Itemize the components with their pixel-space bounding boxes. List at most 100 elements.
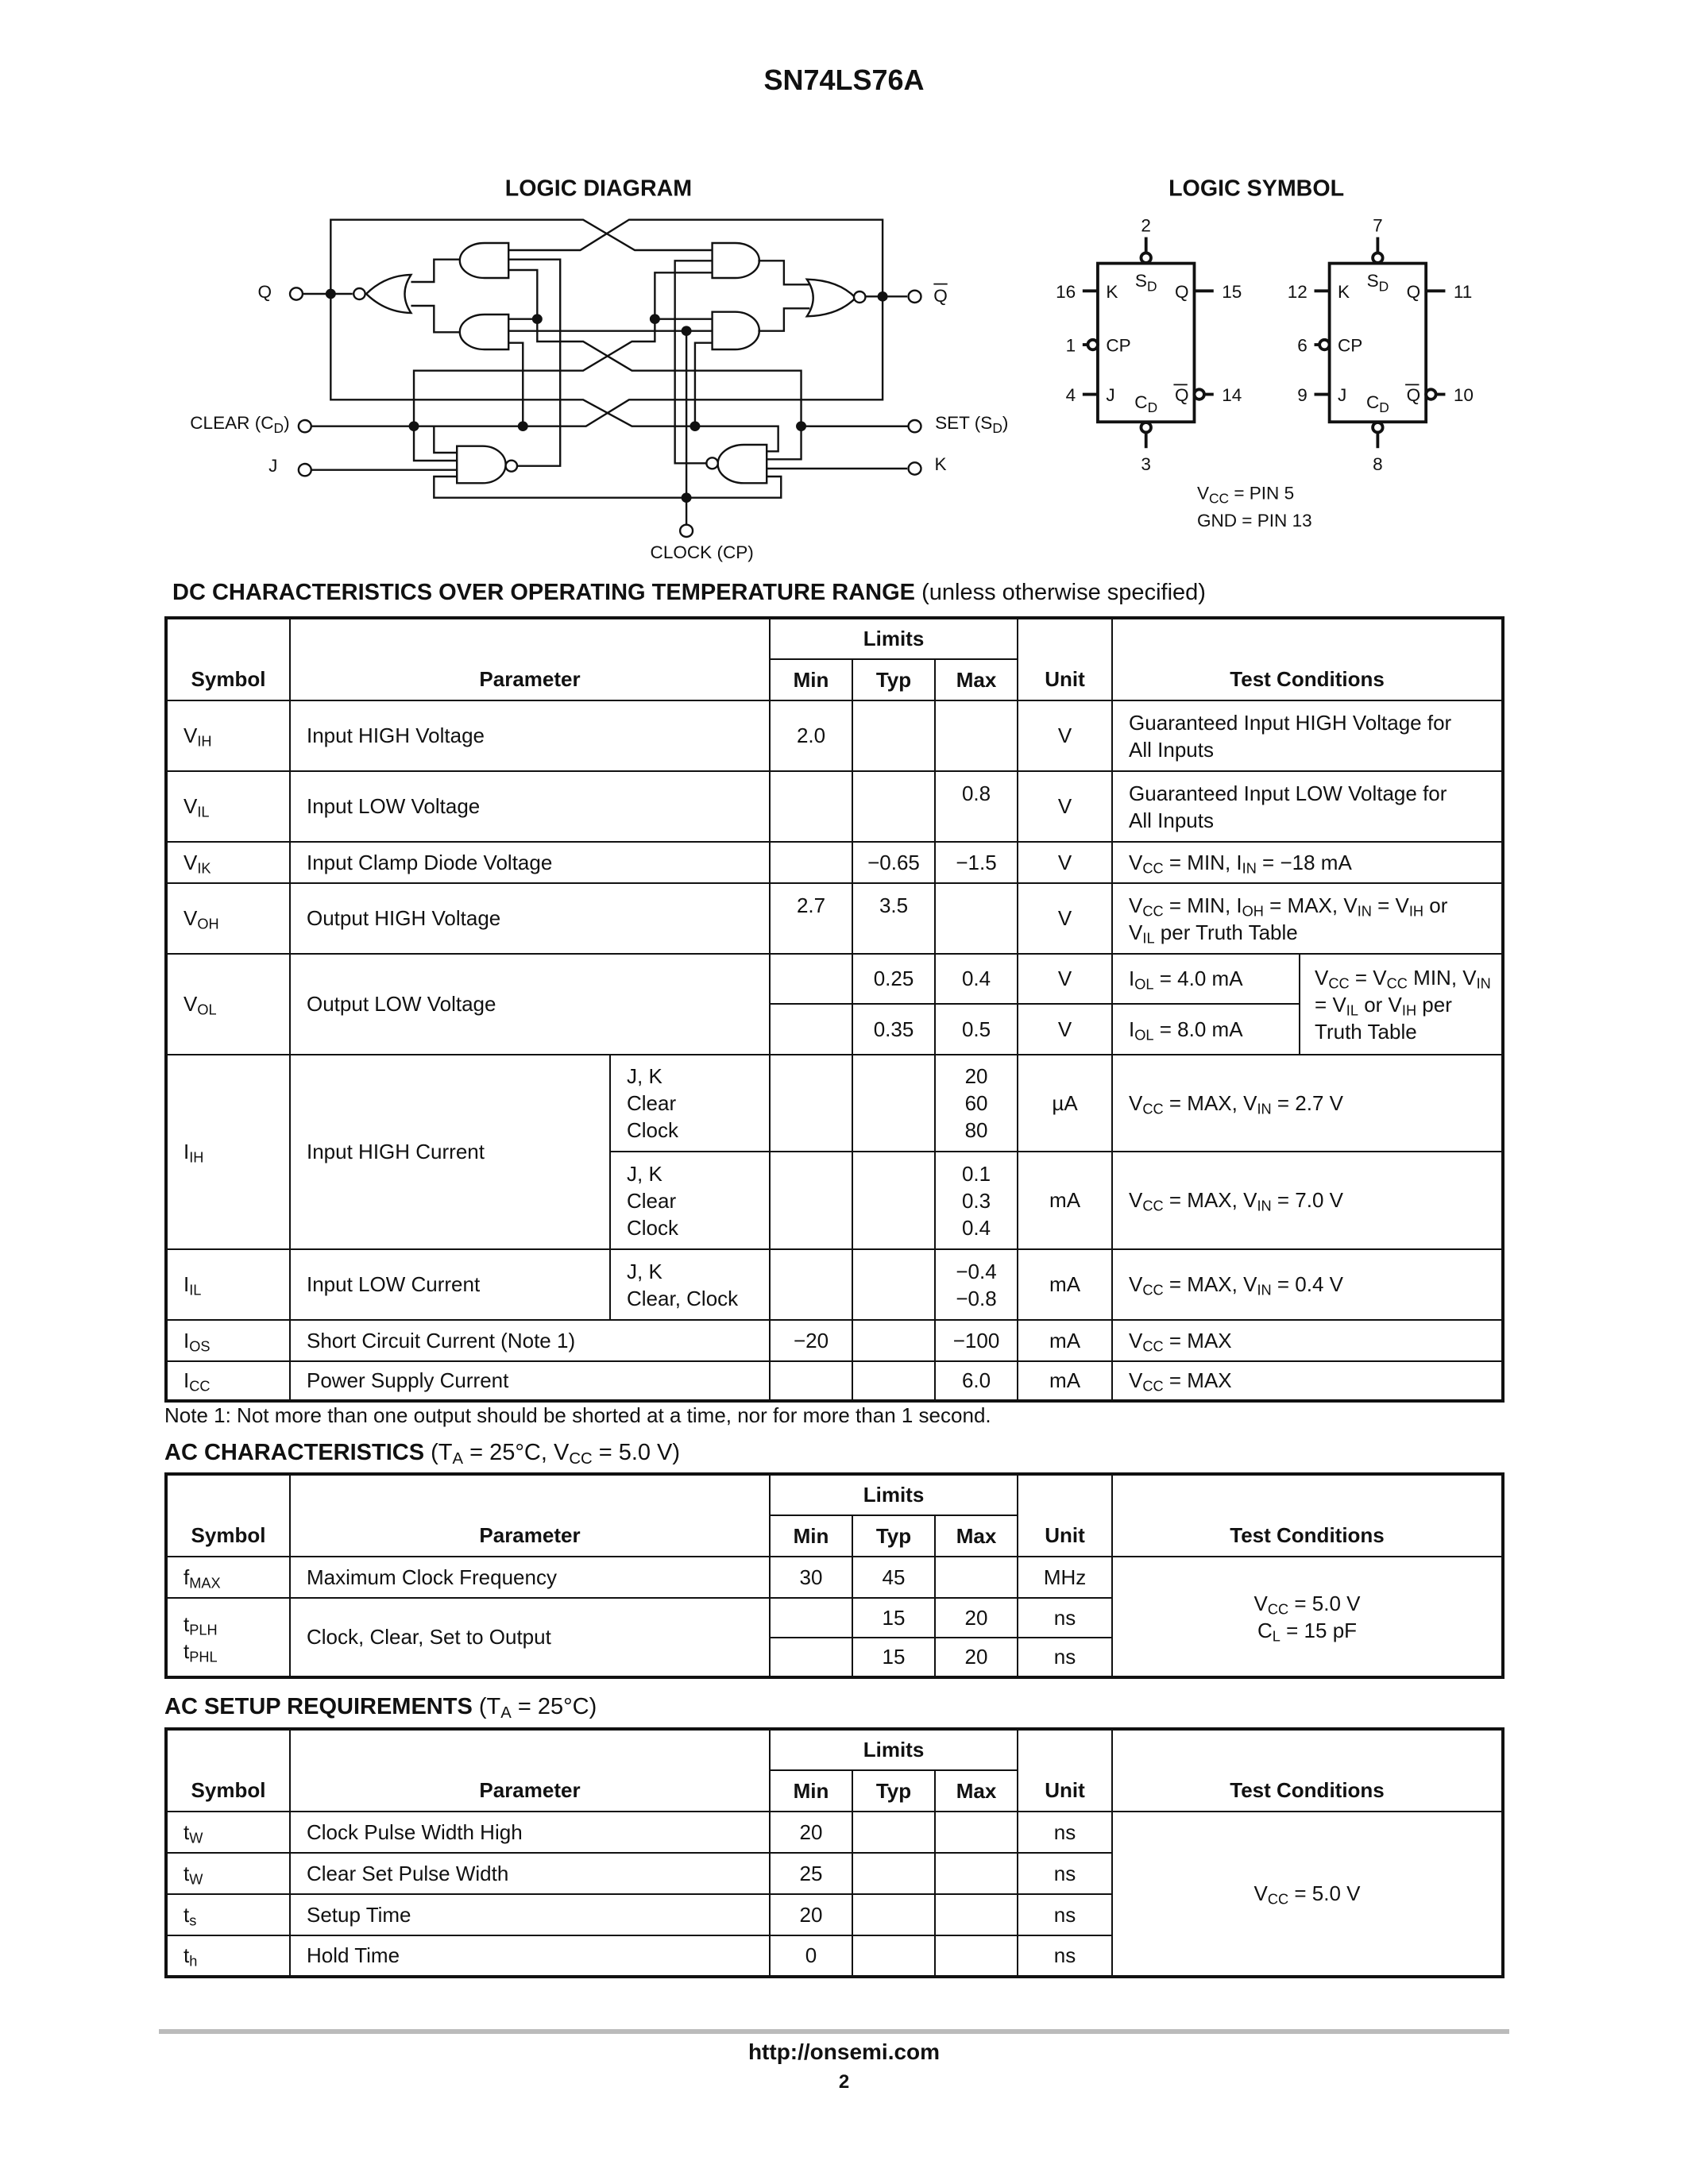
typ: 0.35 [852,1003,937,1055]
vcc-pin-note: VCC = PIN 5 [1197,483,1294,506]
q-bar-label: Q [933,286,948,306]
symbol: VIK [165,841,291,884]
conditions: IOL = 4.0 mA [1111,953,1301,1005]
subscript: PLH [189,1622,218,1638]
pin-cd: 8 [1373,454,1383,474]
table-row: ts Setup Time 20 ns [165,1893,1503,1936]
typ [852,1360,937,1402]
parameter: Setup Time [289,1893,771,1936]
dc-section-title: DC CHARACTERISTICS OVER OPERATING TEMPER… [172,580,1206,606]
parameter: Power Supply Current [288,1360,771,1402]
label-qbar: Q [1407,385,1421,405]
unit: mA [1017,1151,1114,1250]
nand-gate [457,446,505,484]
setup-section-title: AC SETUP REQUIREMENTS (TA = 25°C) [164,1694,597,1723]
header-conditions: Test Conditions [1111,1728,1505,1812]
min [769,841,854,884]
symbol: tPLH tPHL [165,1597,291,1678]
pin-qbar: 10 [1454,385,1474,405]
parameter: Input LOW Voltage [288,770,771,843]
table-row: tW Clear Set Pulse Width 25 ns [165,1852,1503,1895]
max: 20 [933,1637,1019,1678]
symbol: ts [165,1893,291,1936]
footer-url-link[interactable]: http://onsemi.com [747,2039,941,2064]
table-row: IOS Short Circuit Current (Note 1) −20 −… [165,1319,1505,1362]
symbol: tW [165,1852,291,1895]
unit: V [1017,841,1114,884]
table-row: 15 20 ns [166,1637,1503,1678]
max [933,1811,1019,1854]
symbol: VIH [165,700,291,772]
max: −0.4 −0.8 [934,1248,1019,1321]
header-max: Max [933,1769,1019,1812]
min: 25 [769,1852,853,1895]
subscript: h [189,1953,198,1970]
label-qbar: Q [1175,385,1189,405]
pin-q: 15 [1222,282,1242,302]
pin-q: 11 [1454,282,1472,302]
max [933,1935,1019,1978]
table-row: tW Clock Pulse Width High 20 ns VCC = 5.0 V [165,1811,1505,1978]
max: 6.0 [934,1360,1019,1402]
subscript: IH [197,733,212,750]
header-parameter: Parameter [288,617,771,701]
label-cd: CD [1134,392,1157,415]
subscript: s [189,1912,197,1929]
max: −1.5 [934,841,1019,884]
parameter: Clock Pulse Width High [289,1811,771,1854]
table-row: 0.35 0.5 V IOL = 8.0 mA [166,1003,1503,1055]
pin-sd: 7 [1373,216,1383,236]
subscript: CC [1142,1101,1164,1117]
header-limits: Limits [768,1473,1019,1516]
typ [852,1935,936,1978]
subscript: IL [1346,1002,1358,1019]
header-conditions: Test Conditions [1111,617,1505,701]
nor-gate [807,280,856,317]
max: 20 60 80 [934,1054,1019,1152]
min: 2.0 [769,700,854,772]
min: 2.7 [769,882,854,955]
subscript: OL [1134,976,1154,993]
subscript: PHL [189,1649,218,1665]
unit: ns [1017,1811,1114,1854]
label-cp: CP [1106,336,1130,356]
max: 0.4 [934,953,1019,1005]
unit: mA [1017,1248,1114,1321]
subscript: D [1147,278,1157,294]
subscript: OS [189,1338,211,1355]
conditions: VCC = MAX, VIN = 2.7 V [1111,1054,1505,1152]
subscript: IN [1257,1198,1272,1214]
label-j: J [1106,385,1114,405]
header-typ: Typ [852,1515,936,1557]
shared-conditions: VCC = VCC MIN, VIN = VIL or VIH per Trut… [1299,953,1505,1055]
table-row: fMAX Maximum Clock Frequency 30 45 MHz V… [165,1556,1505,1678]
header-symbol: Symbol [165,1728,291,1812]
table-row: IIL Input LOW Current J, K Clear, Clock −… [165,1248,1505,1321]
symbol: VOH [165,882,291,955]
ac-section-title: AC CHARACTERISTICS (TA = 25°C, VCC = 5.0… [164,1440,680,1468]
unit: V [1017,953,1114,1005]
label-k: K [1106,282,1118,302]
subscript: A [500,1704,512,1723]
header-min: Min [769,1515,853,1557]
unit: ns [1017,1637,1114,1678]
header-unit: Unit [1017,1728,1114,1812]
parameter: Input HIGH Current [289,1054,611,1250]
subscript: OH [1242,903,1264,920]
conditions: VCC = MAX, VIN = 0.4 V [1111,1248,1505,1321]
subscript: CC [1142,903,1164,920]
header-symbol: Symbol [165,1473,291,1557]
typ [852,1319,937,1362]
typ [852,1893,936,1936]
subscript: CC [1267,1601,1289,1618]
conditions: VCC = MAX, VIN = 7.0 V [1111,1151,1505,1250]
table-row: VOH Output HIGH Voltage 2.7 3.5 V VCC = … [165,882,1505,955]
subscript: CC [1142,1338,1164,1355]
table-row: VIL Input LOW Voltage 0.8 V Guaranteed I… [165,770,1505,843]
page-number: 2 [838,2071,850,2093]
max [933,1852,1019,1895]
note-1: Note 1: Not more than one output should … [164,1403,991,1427]
gnd-pin-note: GND = PIN 13 [1197,511,1312,531]
subscript: A [452,1450,464,1468]
